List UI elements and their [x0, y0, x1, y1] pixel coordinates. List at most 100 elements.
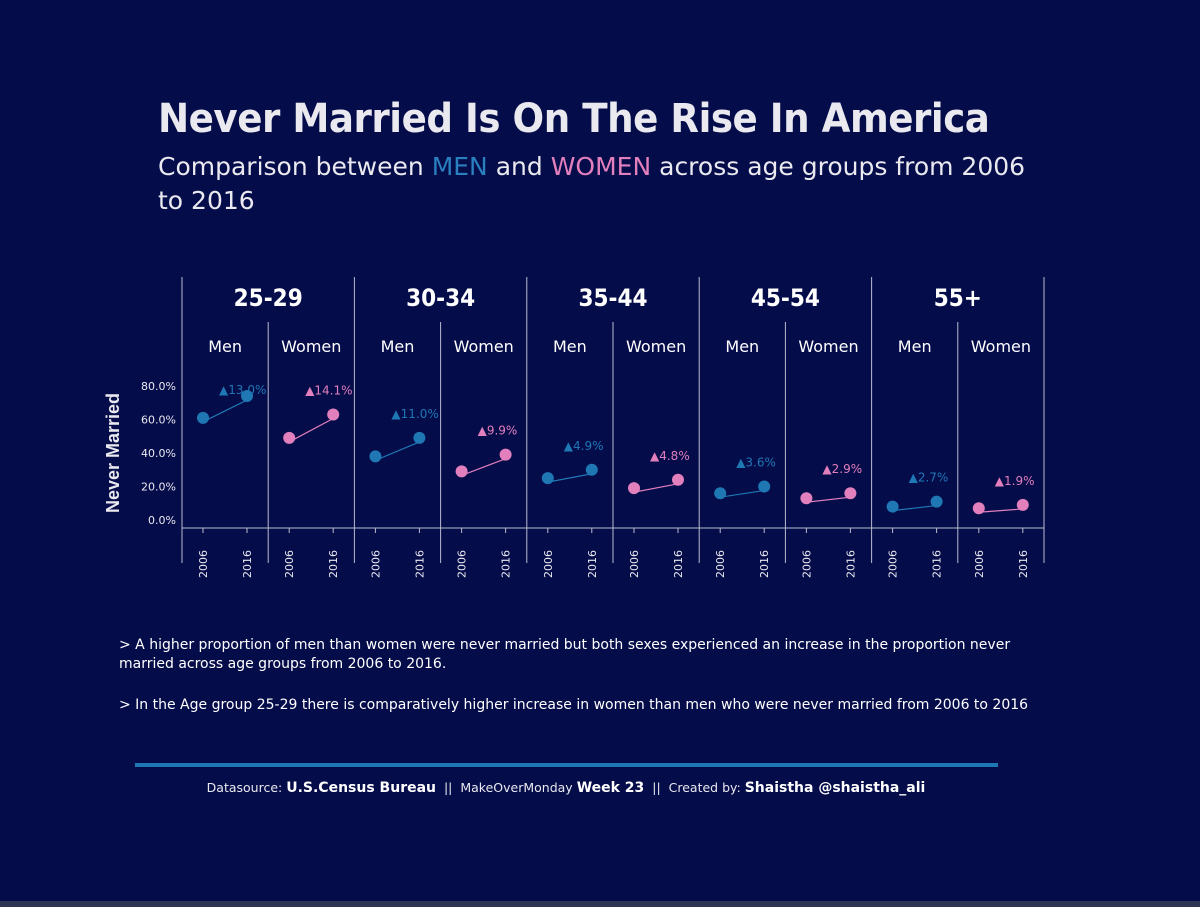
marker-2016: [585, 463, 598, 476]
change-label: ▲2.9%: [822, 462, 862, 476]
source-label: Datasource:: [206, 780, 283, 795]
footer-separator-2: ||: [652, 780, 661, 795]
created-by-label: Created by:: [668, 780, 741, 795]
trend-line: [978, 508, 1023, 513]
x-tick-label: 2016: [413, 550, 426, 578]
x-tick-label: 2016: [241, 550, 254, 578]
sex-header: Men: [898, 337, 932, 356]
marker-2006: [886, 500, 899, 513]
sex-header: Men: [553, 337, 587, 356]
trend-line: [720, 489, 765, 498]
marker-2006: [972, 502, 985, 515]
sex-header: Women: [798, 337, 858, 356]
trend-line: [461, 458, 506, 476]
chart-subtitle: Comparison between MEN and WOMEN across …: [158, 150, 1038, 218]
y-tick-label: 20.0%: [141, 481, 176, 494]
age-group-header: 25-29: [234, 284, 303, 312]
trend-line: [375, 441, 420, 461]
insight-note-2: > In the Age group 25-29 there is compar…: [119, 697, 1029, 713]
sex-header: Men: [381, 337, 415, 356]
x-tick-label: 2006: [456, 550, 469, 578]
sex-header: Women: [454, 337, 514, 356]
age-group-header: 55+: [934, 284, 982, 312]
x-tick-label: 2016: [758, 550, 771, 578]
chart-title: Never Married Is On The Rise In America: [158, 96, 990, 142]
marker-2016: [672, 473, 684, 486]
x-tick-label: 2016: [672, 550, 685, 578]
trend-line: [892, 504, 937, 512]
bottom-bar: [0, 901, 1200, 907]
trend-line: [288, 417, 334, 443]
x-tick-label: 2006: [628, 550, 641, 578]
change-label: ▲9.9%: [478, 424, 518, 438]
sex-header: Men: [208, 337, 242, 356]
footer: Datasource: U.S.Census Bureau || MakeOve…: [0, 780, 1132, 796]
age-group-header: 30-34: [406, 284, 475, 312]
change-label: ▲3.6%: [736, 456, 776, 470]
x-tick-label: 2016: [844, 550, 857, 578]
x-tick-label: 2016: [931, 550, 944, 578]
x-tick-label: 2006: [887, 550, 900, 578]
x-tick-label: 2016: [500, 550, 513, 578]
marker-2006: [714, 487, 727, 500]
x-tick-label: 2016: [1017, 550, 1030, 578]
x-tick-label: 2006: [197, 550, 210, 578]
age-group-header: 35-44: [578, 284, 647, 312]
subtitle-suffix: across age groups from 2006 to 2016: [158, 152, 1026, 215]
x-tick-label: 2006: [369, 550, 382, 578]
change-label: ▲4.8%: [650, 449, 690, 463]
subtitle-prefix: Comparison between: [158, 152, 432, 181]
trend-line: [547, 473, 592, 483]
change-label: ▲11.0%: [391, 407, 438, 421]
y-tick-label: 0.0%: [148, 514, 176, 527]
x-tick-label: 2016: [327, 550, 340, 578]
x-tick-label: 2006: [973, 550, 986, 578]
trend-line: [633, 483, 679, 493]
marker-2006: [628, 482, 640, 495]
footer-separator-1: ||: [443, 780, 453, 795]
marker-2016: [758, 480, 771, 493]
subtitle-men: MEN: [431, 152, 488, 181]
y-tick-label: 80.0%: [141, 380, 176, 393]
sex-header: Women: [626, 337, 686, 356]
change-label: ▲13.0%: [219, 383, 266, 397]
y-axis-title: Never Married: [103, 393, 123, 513]
change-label: ▲4.9%: [564, 439, 604, 453]
marker-2006: [800, 492, 813, 505]
subtitle-middle: and: [487, 152, 551, 181]
marker-2016: [844, 487, 857, 500]
trend-line: [806, 496, 851, 503]
x-tick-label: 2006: [800, 550, 813, 578]
age-group-header: 45-54: [751, 284, 820, 312]
sex-header: Men: [725, 337, 759, 356]
trend-line: [202, 399, 248, 423]
marker-2016: [241, 390, 253, 403]
change-label: ▲1.9%: [995, 474, 1035, 488]
marker-2016: [930, 495, 943, 508]
creator-value: Shaistha @shaistha_ali: [744, 780, 926, 796]
marker-2006: [541, 472, 554, 485]
x-tick-label: 2006: [714, 550, 727, 578]
marker-2016: [413, 431, 426, 444]
y-tick-label: 60.0%: [141, 414, 176, 427]
marker-2006: [197, 411, 209, 424]
x-tick-label: 2006: [283, 550, 296, 578]
week-value: Week 23: [576, 780, 645, 796]
insight-note-1: > A higher proportion of men than women …: [119, 637, 1011, 672]
makeovermonday-label: MakeOverMonday: [460, 780, 573, 795]
x-tick-label: 2006: [542, 550, 555, 578]
source-value: U.S.Census Bureau: [286, 780, 437, 796]
marker-2016: [1016, 498, 1029, 511]
marker-2016: [327, 408, 340, 421]
sex-header: Women: [971, 337, 1031, 356]
marker-2016: [499, 448, 512, 461]
change-label: ▲14.1%: [305, 383, 352, 397]
footer-rule: [135, 763, 998, 767]
sex-header: Women: [281, 337, 341, 356]
marker-2006: [283, 431, 296, 444]
subtitle-women: WOMEN: [550, 152, 652, 181]
y-tick-label: 40.0%: [141, 447, 176, 460]
x-tick-label: 2016: [586, 550, 599, 578]
marker-2006: [455, 465, 468, 478]
